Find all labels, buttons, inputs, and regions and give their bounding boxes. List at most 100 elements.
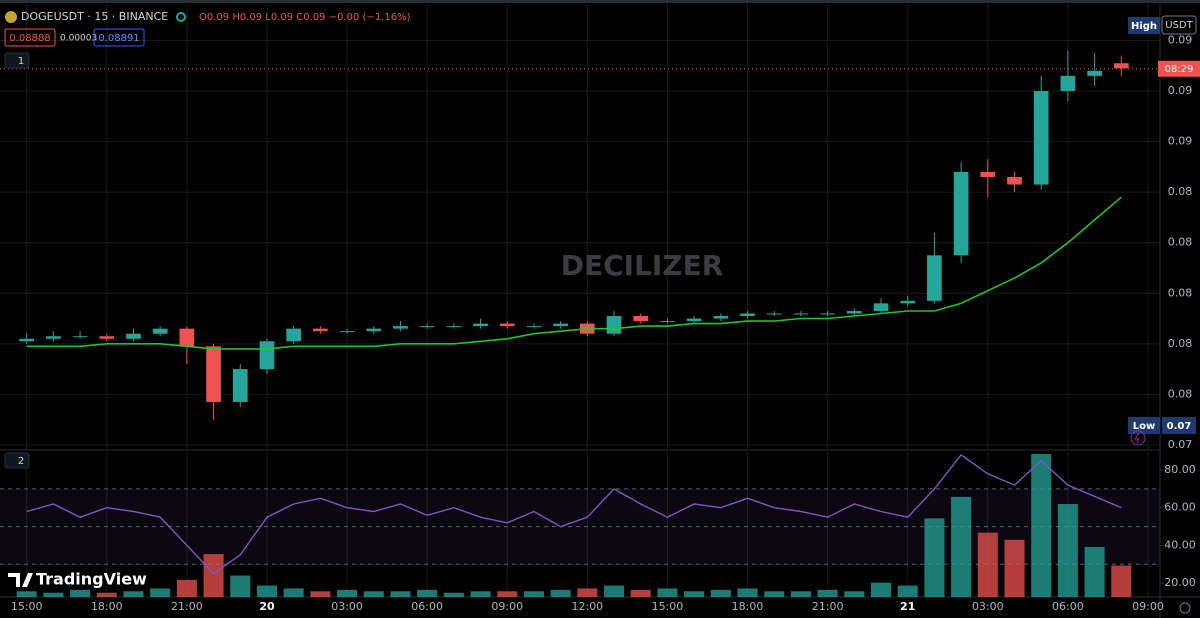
volume-bar [977,532,998,597]
candle-body [1087,70,1102,76]
candle-body [1033,91,1049,185]
watermark: DECILIZER [561,249,724,282]
pane-1-label[interactable]: 1 [18,56,24,67]
y-tick-label: 0.08 [1168,286,1193,299]
volume-bar [844,591,865,597]
pane-2-label[interactable]: 2 [18,456,24,467]
candle-body [393,326,408,329]
tradingview-logo[interactable]: TradingView [8,570,147,589]
x-tick-label: 06:00 [411,600,443,613]
volume-bar [470,591,491,597]
rsi-tick-label: 40.00 [1164,538,1196,551]
status-dot [176,12,186,22]
candle-body [953,171,969,256]
y-tick-label: 0.09 [1168,33,1193,46]
volume-bar [737,588,758,597]
volume-bar [1004,539,1025,597]
volume-bar [764,591,785,597]
spread: 0.00003 [60,34,97,44]
alert-bolt [1134,432,1140,444]
volume-bar [790,591,811,597]
alert-icon[interactable] [1130,430,1146,446]
volume-bar [390,591,411,597]
pane-1-toggle[interactable] [4,52,30,69]
volume-bar [550,589,571,597]
volume-bar [337,589,358,597]
candle-body [900,300,916,304]
x-tick-label: 06:00 [1052,600,1084,613]
countdown: 08:29 [1165,64,1194,75]
candle-body [419,326,435,328]
volume-bar [577,588,598,597]
currency-box[interactable] [1161,15,1197,35]
candle-body [553,323,568,327]
candle-body [526,326,542,328]
volume-bar [16,591,37,597]
x-tick-label: 18:00 [732,600,764,613]
volume-bar [604,585,625,597]
rsi-line [26,454,1122,575]
bid[interactable]: 0.08888 [9,33,50,44]
rsi-tick-label: 80.00 [1164,463,1196,476]
bid-box[interactable] [4,28,56,47]
candle-body [179,328,195,347]
candle-body [366,328,382,332]
candle-body [713,316,729,319]
currency[interactable]: USDT [1165,20,1193,31]
candle-body [126,333,141,339]
pane-2-toggle[interactable] [4,452,30,469]
low-value-box [1162,417,1196,434]
volume-bar [817,589,838,597]
candle-body [1060,75,1076,92]
candle-body [793,313,809,315]
candle-body [740,313,755,317]
candle-body [633,316,649,322]
candle-body [286,328,302,342]
x-tick-label: 15:00 [652,600,684,613]
candle-body [19,338,35,342]
top-border [0,0,1200,3]
candle-body [1007,176,1022,185]
candle-body [846,310,862,314]
y-tick-label: 0.08 [1168,185,1193,198]
low-box [1128,417,1160,434]
candle-body [1113,63,1129,69]
y-tick-label: 0.08 [1168,236,1193,249]
low-label: Low [1133,421,1155,432]
volume-bar [176,579,197,597]
rsi-tick-label: 60.00 [1164,501,1196,514]
ask-box[interactable] [93,28,145,47]
volume-bar [150,588,171,597]
candle-body [873,303,889,311]
candle-body [313,328,328,332]
candle-body [99,336,115,339]
volume-bar [230,575,251,597]
volume-bar [70,589,91,597]
volume-bar [897,585,918,597]
high-label: High [1131,21,1157,32]
candle-body [339,331,355,333]
symbol-title[interactable]: DOGEUSDT · 15 · BINANCE [21,10,168,23]
y-tick-label: 0.09 [1168,135,1193,148]
logo-text: TradingView [36,570,147,589]
volume-bar [417,589,438,597]
volume-bar [710,589,731,597]
settings-icon[interactable] [1179,602,1191,614]
candle-body [259,341,275,370]
volume-bar [256,585,277,597]
y-tick-label: 0.07 [1168,438,1193,451]
volume-bar [43,592,64,597]
x-tick-label: 12:00 [571,600,603,613]
x-tick-label: 03:00 [972,600,1004,613]
y-tick-label: 0.09 [1168,84,1193,97]
candle-body [660,321,675,323]
candle-body [232,369,248,402]
logo-mark [8,573,33,587]
moving-average [26,196,1122,350]
symbol-icon[interactable] [5,11,17,23]
volume-bar [310,591,331,597]
ask[interactable]: 0.08891 [98,33,139,44]
candle-body [820,313,835,315]
